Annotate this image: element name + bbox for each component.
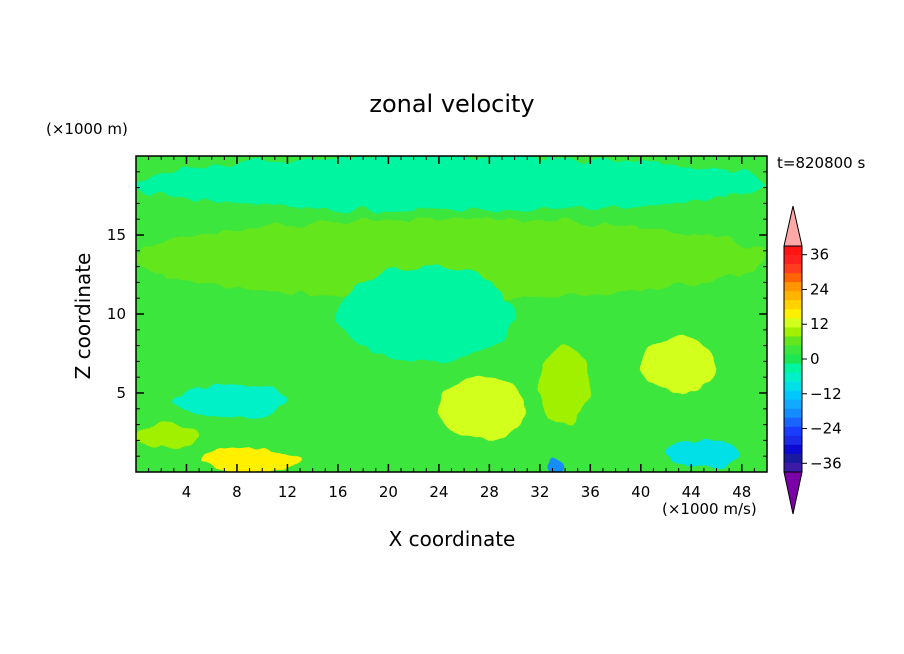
colorbar-band [784, 354, 802, 365]
contour-regions [136, 156, 767, 472]
contour-region-4 [539, 345, 591, 425]
plot-area [136, 156, 767, 472]
chart-title: zonal velocity [369, 90, 534, 118]
colorbar-band [784, 435, 802, 446]
contour-region-6 [199, 448, 301, 472]
y-axis-label: Z coordinate [71, 253, 95, 380]
x-tick-label: 20 [379, 483, 398, 501]
y-unit-label: (×1000 m) [46, 120, 128, 138]
colorbar-max-triangle [783, 205, 803, 247]
colorbar-tick-label: −24 [810, 420, 842, 438]
colorbar-band [784, 309, 802, 319]
contour-region-10 [666, 440, 742, 468]
colorbar: 36 24 12 0 −12 −24 −36 [783, 205, 842, 515]
x-tick-label: 28 [480, 483, 499, 501]
colorbar-band [784, 255, 802, 265]
x-unit-label: (×1000 m/s) [662, 500, 757, 518]
time-label: t=820800 s [777, 154, 865, 172]
colorbar-tick-label: 36 [810, 246, 829, 264]
y-tick-label: 15 [107, 226, 126, 244]
colorbar-band [784, 318, 802, 328]
contour-region-7 [136, 424, 200, 449]
contour-region-5 [640, 337, 717, 393]
colorbar-band [784, 372, 802, 383]
colorbar-band [784, 408, 802, 419]
x-tick-label: 40 [631, 483, 650, 501]
colorbar-tick-label: 0 [810, 350, 820, 368]
x-tick-label: 8 [232, 483, 242, 501]
colorbar-tick-label: 12 [810, 315, 829, 333]
x-tick-label: 32 [530, 483, 549, 501]
y-tick-label: 5 [116, 384, 126, 402]
colorbar-band [784, 390, 802, 401]
colorbar-band [784, 426, 802, 437]
colorbar-tick-label: −36 [810, 454, 842, 472]
colorbar-band [784, 327, 802, 337]
colorbar-band [784, 246, 802, 256]
contour-region-3 [438, 377, 528, 441]
contour-region-8 [173, 385, 288, 417]
contour-region-0 [136, 156, 767, 212]
contour-region-1 [136, 219, 767, 299]
x-tick-label: 12 [278, 483, 297, 501]
colorbar-band [784, 345, 802, 355]
colorbar-band [784, 399, 802, 410]
colorbar-band [784, 453, 802, 464]
colorbar-band [784, 273, 802, 283]
x-tick-label: 16 [328, 483, 347, 501]
x-tick-label: 36 [581, 483, 600, 501]
colorbar-band [784, 264, 802, 274]
x-axis-ticks: 4 8 12 16 20 24 28 32 36 40 44 48 [148, 156, 755, 501]
colorbar-band [784, 363, 802, 374]
colorbar-band [784, 462, 802, 473]
x-tick-label: 24 [429, 483, 448, 501]
colorbar-band [784, 291, 802, 301]
x-tick-label: 48 [732, 483, 751, 501]
colorbar-band [784, 300, 802, 310]
colorbar-band [784, 336, 802, 346]
colorbar-band [784, 381, 802, 392]
y-tick-label: 10 [107, 305, 126, 323]
colorbar-band [784, 282, 802, 292]
x-axis-label: X coordinate [389, 527, 516, 551]
y-axis-ticks: 5 10 15 [107, 171, 767, 457]
x-tick-label: 4 [182, 483, 192, 501]
colorbar-tick-label: −12 [810, 385, 842, 403]
x-tick-label: 44 [682, 483, 701, 501]
colorbar-min-triangle [783, 471, 803, 515]
colorbar-tick-label: 24 [810, 280, 829, 298]
colorbar-band [784, 417, 802, 428]
contour-region-2 [337, 266, 515, 362]
contour-region-9 [546, 460, 566, 472]
colorbar-band [784, 444, 802, 455]
